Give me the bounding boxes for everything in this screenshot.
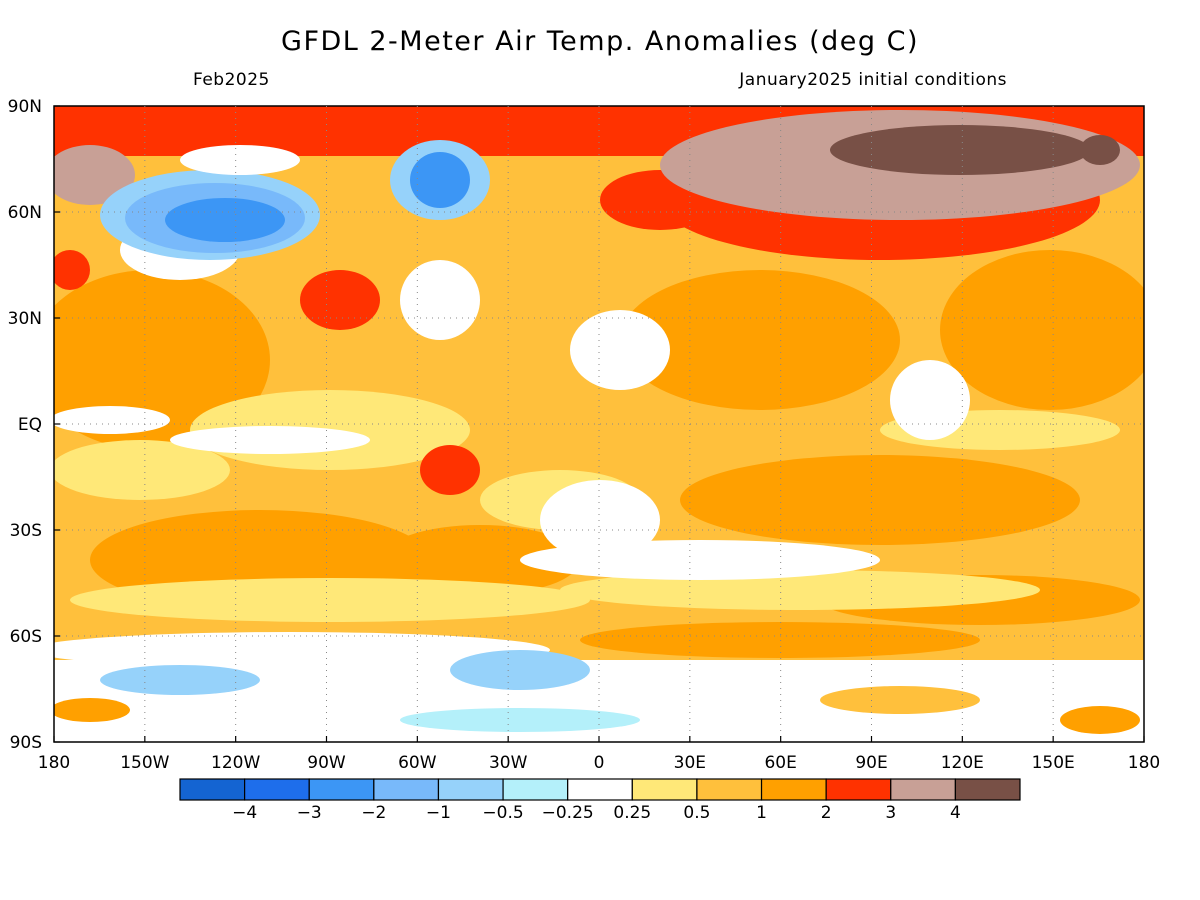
- lon-label: 30W: [489, 753, 528, 773]
- colorbar-label: 0.5: [683, 803, 710, 823]
- colorbar-box: [825, 778, 892, 801]
- graticule: [54, 106, 1144, 742]
- longitude-labels: 180 150W 120W 90W 60W 30W 0 30E 60E 90E 120E 150E 18…: [38, 736, 1160, 773]
- lat-label: 90N: [8, 97, 42, 117]
- colorbar-label: −4: [232, 803, 257, 823]
- lon-label: 30E: [674, 753, 706, 773]
- colorbar-labels: −4 −3 −2 −1 −0.5 −0.25 0.25 0.5 1 2 3 4: [232, 803, 961, 823]
- forecast-month: Feb2025: [193, 70, 270, 90]
- lon-label: 60W: [398, 753, 437, 773]
- colorbar-box: [308, 778, 375, 801]
- colorbar: [179, 778, 1021, 801]
- lon-label: 150W: [120, 753, 169, 773]
- lat-label: EQ: [18, 415, 42, 435]
- colorbar-label: 4: [950, 803, 961, 823]
- colorbar-box: [954, 778, 1021, 801]
- colorbar-box: [502, 778, 569, 801]
- colorbar-box: [567, 778, 633, 801]
- lon-label: 150E: [1032, 753, 1075, 773]
- colorbar-box: [179, 778, 246, 801]
- lon-label: 90E: [855, 753, 887, 773]
- lat-label: 30S: [10, 521, 42, 541]
- lon-label: 120E: [941, 753, 984, 773]
- lat-label: 90S: [10, 733, 42, 753]
- map-field: [54, 106, 1144, 742]
- colorbar-box: [244, 778, 310, 801]
- colorbar-label: 0.25: [613, 803, 651, 823]
- lon-label: 180: [38, 753, 70, 773]
- colorbar-label: 3: [885, 803, 896, 823]
- lon-label: 90W: [307, 753, 346, 773]
- colorbar-label: −0.25: [542, 803, 594, 823]
- latitude-labels: 90N 60N 30N EQ 30S 60S 90S: [8, 97, 60, 753]
- colorbar-label: −0.5: [482, 803, 523, 823]
- colorbar-box: [631, 778, 698, 801]
- colorbar-label: −3: [297, 803, 322, 823]
- map-title: GFDL 2-Meter Air Temp. Anomalies (deg C): [281, 26, 919, 57]
- initial-conditions: January2025 initial conditions: [739, 70, 1007, 90]
- colorbar-label: −2: [361, 803, 386, 823]
- lat-label: 60N: [8, 203, 42, 223]
- lon-label: 180: [1128, 753, 1160, 773]
- colorbar-box: [696, 778, 763, 801]
- lon-label: 0: [594, 753, 605, 773]
- colorbar-label: 1: [756, 803, 767, 823]
- lon-label: 120W: [211, 753, 260, 773]
- colorbar-box: [437, 778, 504, 801]
- lon-label: 60E: [764, 753, 796, 773]
- lat-label: 60S: [10, 627, 42, 647]
- colorbar-label: −1: [426, 803, 451, 823]
- colorbar-label: 2: [821, 803, 832, 823]
- lat-label: 30N: [8, 309, 42, 329]
- colorbar-box: [890, 778, 956, 801]
- colorbar-box: [760, 778, 827, 801]
- colorbar-box: [373, 778, 440, 801]
